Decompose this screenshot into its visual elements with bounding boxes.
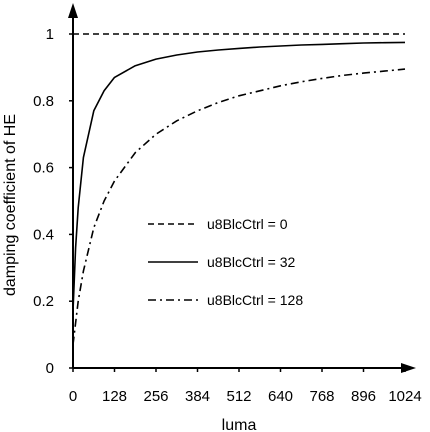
x-tick-label: 128 <box>102 388 127 405</box>
x-tick-label: 384 <box>185 388 210 405</box>
y-tick-label: 0.2 <box>33 293 54 310</box>
curve-group <box>72 33 406 345</box>
series-line-3 <box>72 68 406 345</box>
x-tick-label: 256 <box>143 388 168 405</box>
series-line-2 <box>72 41 406 312</box>
x-tick-label: 1024 <box>388 388 421 405</box>
legend-label-2: u8BlcCtrl = 32 <box>207 254 296 270</box>
legend-label-3: u8BlcCtrl = 128 <box>207 292 303 308</box>
y-tick-label: 1 <box>46 26 54 43</box>
y-tick-label: 0.8 <box>33 93 54 110</box>
x-tick-label: 0 <box>69 388 77 405</box>
x-tick-label: 768 <box>309 388 334 405</box>
y-tick-label: 0.4 <box>33 226 54 243</box>
y-tick-label: 0.6 <box>33 160 54 177</box>
tick-label-group: 0 0.2 0.4 0.6 0.8 1 0 128 256 384 512 640 768 896 1024 <box>33 26 422 405</box>
x-tick-label: 896 <box>351 388 376 405</box>
x-axis-label: luma <box>222 417 257 432</box>
y-axis-arrow <box>68 3 78 18</box>
y-axis-label: damping coefficient of HE <box>2 114 19 296</box>
axes-group <box>68 3 416 373</box>
legend-label-1: u8BlcCtrl = 0 <box>207 216 288 232</box>
x-tick-label: 640 <box>268 388 293 405</box>
legend: u8BlcCtrl = 0 u8BlcCtrl = 32 u8BlcCtrl = 1… <box>148 216 303 308</box>
y-tick-label: 0 <box>46 360 54 377</box>
x-axis-arrow <box>401 363 416 373</box>
x-tick-label: 512 <box>226 388 251 405</box>
tick-group <box>69 33 406 372</box>
